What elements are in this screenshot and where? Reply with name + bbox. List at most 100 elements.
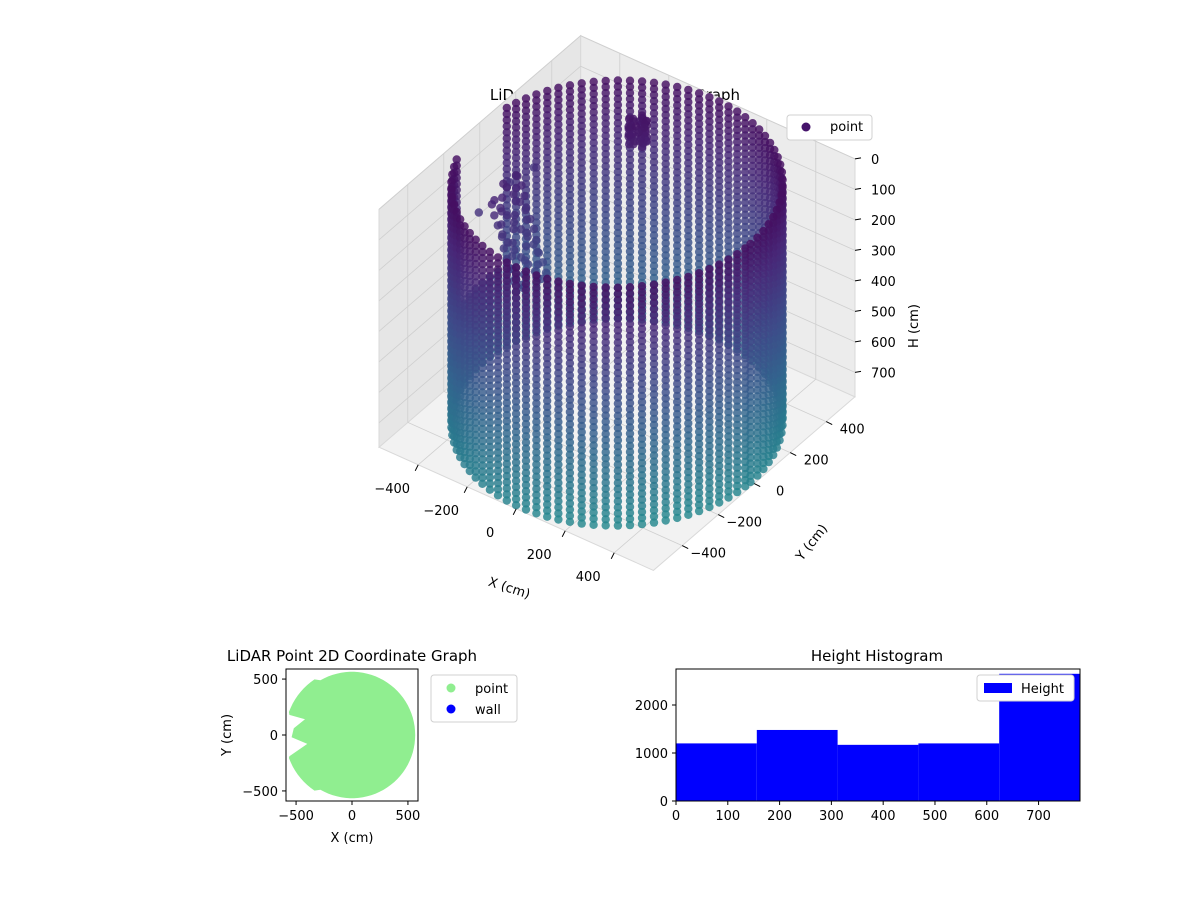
point-3d: [625, 271, 635, 281]
point-3d: [637, 330, 647, 340]
point-3d: [554, 199, 563, 208]
point-3d: [613, 472, 623, 481]
point-3d: [661, 147, 670, 156]
point-3d: [485, 461, 495, 470]
point-3d: [649, 457, 659, 466]
point-3d: [684, 152, 693, 162]
point-3d: [741, 378, 750, 387]
point-3d: [705, 264, 714, 274]
point-3d: [589, 114, 598, 123]
point-3d: [694, 323, 704, 333]
point-3d: [577, 287, 586, 296]
point-3d: [532, 277, 541, 286]
point-3d: [778, 175, 787, 184]
point-3d: [673, 342, 682, 352]
point-3d: [637, 193, 647, 202]
point-3d: [759, 330, 768, 339]
point-3d: [471, 467, 480, 476]
point-3d: [625, 100, 635, 110]
point-3d: [589, 368, 598, 377]
point-3d: [764, 220, 773, 229]
point-3d: [625, 484, 635, 493]
point-3d: [649, 433, 659, 442]
point-3d: [715, 382, 724, 391]
point-3d: [613, 497, 623, 506]
point-3d: [543, 147, 552, 157]
point-3d: [601, 210, 610, 220]
point-3d: [733, 396, 742, 405]
point-3d: [694, 458, 704, 467]
point-3d: [759, 342, 768, 352]
point-3d: [715, 152, 724, 161]
point-3d: [759, 324, 768, 333]
point-3d: [759, 294, 768, 303]
point-3d: [493, 356, 503, 366]
point-3d: [554, 387, 563, 396]
point-3d: [625, 295, 635, 304]
point-3d: [613, 100, 623, 110]
point-3d: [748, 198, 757, 207]
point-3d: [565, 285, 575, 295]
point-3d: [471, 375, 480, 385]
point-3d: [753, 379, 762, 389]
point-3d: [625, 447, 635, 457]
point-3d: [673, 397, 682, 407]
point-3d: [565, 395, 575, 404]
point-3d: [705, 417, 714, 426]
point-3d: [715, 237, 724, 246]
point-3d: [554, 89, 563, 99]
point-3d: [485, 485, 495, 494]
point-3d: [759, 355, 768, 364]
point-3d: [625, 374, 635, 383]
point-3d: [741, 125, 750, 134]
point-3d: [589, 374, 598, 383]
histogram-bar: [676, 743, 757, 801]
point-3d: [649, 518, 659, 527]
point-3d: [637, 223, 647, 233]
point-3d: [673, 318, 682, 327]
point-3d: [649, 90, 659, 100]
point-3d: [759, 226, 768, 236]
point-3d: [521, 456, 531, 465]
point-3d: [715, 260, 724, 269]
point-3d: [613, 301, 623, 311]
point-3d: [741, 445, 750, 454]
point-3d: [753, 398, 762, 407]
point-3d: [753, 294, 762, 303]
point-3d: [724, 316, 733, 325]
point-3d: [625, 344, 635, 353]
point-3d: [601, 101, 610, 110]
point-3d: [637, 404, 647, 413]
point-3d: [694, 156, 704, 165]
point-3d: [613, 503, 623, 512]
point-3d: [493, 283, 503, 293]
z-tick-label: 500: [871, 305, 896, 320]
point-3d: [511, 281, 521, 290]
point-3d: [649, 237, 659, 246]
point-3d: [673, 204, 682, 214]
point-3d: [661, 498, 670, 507]
point-3d: [741, 347, 750, 357]
point-3d: [601, 265, 610, 275]
point-3d: [543, 111, 552, 120]
point-3d: [649, 200, 659, 209]
point-3d: [649, 280, 659, 289]
point-3d: [741, 216, 750, 226]
point-3d: [532, 496, 541, 506]
point-3d: [577, 312, 586, 321]
point-3d: [705, 447, 714, 457]
point-3d: [673, 131, 682, 140]
point-3d: [640, 123, 649, 132]
point-3d: [502, 447, 511, 456]
point-3d: [649, 170, 659, 179]
point-3d: [613, 289, 623, 298]
point-3d: [637, 471, 647, 480]
point-3d: [543, 292, 552, 302]
point-3d: [673, 501, 682, 510]
point-3d: [577, 488, 586, 498]
point-3d: [554, 399, 563, 408]
point-3d: [493, 472, 503, 482]
point-3d: [753, 343, 762, 352]
point-3d: [661, 190, 670, 199]
point-3d: [705, 423, 714, 432]
